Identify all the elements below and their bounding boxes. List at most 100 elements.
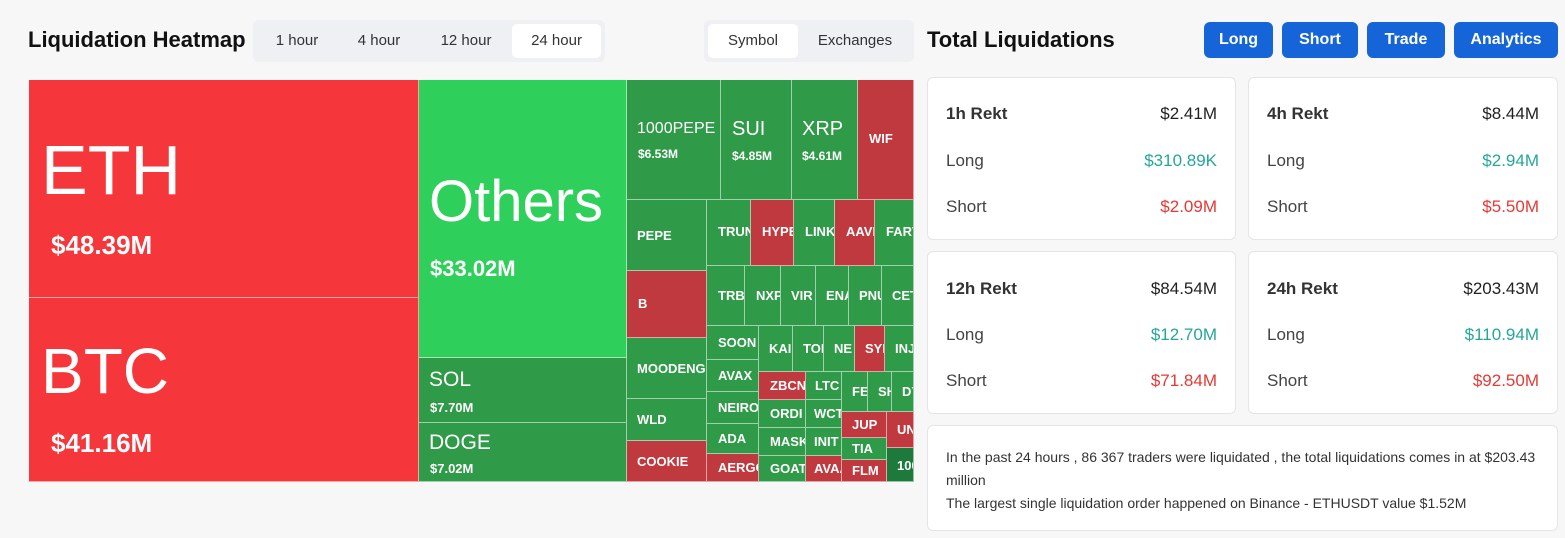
card-total: $203.43M xyxy=(1463,279,1539,298)
tab-12-hour[interactable]: 12 hour xyxy=(440,32,492,49)
heatmap-tile-sui[interactable]: SUI $4.85M xyxy=(721,80,792,200)
tile-name: XRP xyxy=(802,118,844,140)
short-value: $2.09M xyxy=(1160,197,1217,216)
heatmap-tile-ne[interactable]: NE xyxy=(824,326,855,372)
short-button[interactable]: Short xyxy=(1282,22,1358,58)
tab-symbol[interactable]: Symbol xyxy=(708,24,798,58)
heatmap-tile-nxp[interactable]: NXP xyxy=(745,266,781,326)
heatmap-tile-soon[interactable]: SOON xyxy=(707,326,759,360)
heatmap-tile-zbcn[interactable]: ZBCN xyxy=(759,372,806,400)
tile-name: JUP xyxy=(852,417,878,432)
tile-name: AVAX xyxy=(718,368,753,383)
heatmap-tile-dy[interactable]: DY xyxy=(892,372,914,412)
heatmap-tile-ada[interactable]: ADA xyxy=(707,424,759,454)
heatmap-tile-ordi[interactable]: ORDI xyxy=(759,400,806,428)
tab-4-hour[interactable]: 4 hour xyxy=(357,32,401,49)
tile-name: AAVI xyxy=(846,224,875,239)
heatmap-tile-ltc[interactable]: LTC xyxy=(806,372,842,400)
long-button[interactable]: Long xyxy=(1204,22,1273,58)
tile-name: BTC xyxy=(41,335,169,407)
trade-button[interactable]: Trade xyxy=(1367,22,1445,58)
tile-name: TOI xyxy=(803,341,824,356)
heatmap-tile-sh[interactable]: SH xyxy=(868,372,892,412)
heatmap-tile-toi[interactable]: TOI xyxy=(793,326,824,372)
heatmap-tile-wct[interactable]: WCT xyxy=(806,400,842,428)
analytics-button[interactable]: Analytics xyxy=(1454,22,1558,58)
heatmap-tile-moodeng[interactable]: MOODENG xyxy=(627,338,707,399)
heatmap-tile-avax[interactable]: AVAX xyxy=(707,360,759,392)
tile-name: INJ xyxy=(895,341,914,356)
heatmap-tile-kai[interactable]: KAI xyxy=(759,326,793,372)
heatmap-tile-tia[interactable]: TIA xyxy=(842,438,887,460)
tile-name: Others xyxy=(429,169,604,234)
heatmap-tile-cet[interactable]: CET xyxy=(882,266,914,326)
tile-name: NXP xyxy=(756,288,781,303)
heatmap-tile-hype[interactable]: HYPE xyxy=(751,200,794,266)
short-label: Short xyxy=(946,197,987,216)
heatmap-tile-pnu[interactable]: PNU xyxy=(849,266,882,326)
tile-name: HYPE xyxy=(762,224,794,239)
tile-value: $7.02M xyxy=(430,461,474,476)
time-range-tabs: 1 hour 4 hour 12 hour 24 hour xyxy=(253,20,605,62)
tile-name: LTC xyxy=(815,378,840,393)
heatmap-tile-avaa[interactable]: AVAA xyxy=(806,456,842,482)
tile-value: $48.39M xyxy=(51,230,153,260)
short-value: $71.84M xyxy=(1150,371,1217,390)
tile-name: KAI xyxy=(769,341,792,356)
heatmap-tile-syi[interactable]: SYI xyxy=(855,326,885,372)
heatmap-tile-others[interactable]: Others $33.02M xyxy=(419,80,627,358)
tab-exchanges[interactable]: Exchanges xyxy=(817,32,893,49)
heatmap-tile-jup[interactable]: JUP xyxy=(842,412,887,438)
heatmap-tile-aergo[interactable]: AERGO xyxy=(707,454,759,482)
heatmap-tile-trun[interactable]: TRUN xyxy=(707,200,751,266)
heatmap-tile-cookie[interactable]: COOKIE xyxy=(627,441,707,482)
tile-name: SUI xyxy=(732,118,766,140)
heatmap-tile-init[interactable]: INIT xyxy=(806,428,842,456)
heatmap-tile-goat[interactable]: GOAT xyxy=(759,456,806,482)
heatmap-tile-xrp[interactable]: XRP $4.61M xyxy=(792,80,858,200)
heatmap-tile-100[interactable]: 100 xyxy=(887,448,914,482)
tile-name: MOODENG xyxy=(637,361,706,376)
tab-24-hour[interactable]: 24 hour xyxy=(512,24,601,58)
heatmap-tile-trb[interactable]: TRB xyxy=(707,266,745,326)
heatmap-tile-neiro[interactable]: NEIRO xyxy=(707,392,759,424)
tile-name: TRB xyxy=(718,288,745,303)
tab-1-hour[interactable]: 1 hour xyxy=(275,32,319,49)
short-label: Short xyxy=(1267,371,1308,390)
heatmap-tile-inj[interactable]: INJ xyxy=(885,326,914,372)
heatmap-tile-doge[interactable]: DOGE $7.02M xyxy=(419,423,627,482)
heatmap-tile-1000pepe[interactable]: 1000PEPE $6.53M xyxy=(627,80,721,200)
heatmap-tile-pepe[interactable]: PEPE xyxy=(627,200,707,271)
heatmap-tile-un[interactable]: UN xyxy=(887,412,914,448)
card-label: 24h Rekt xyxy=(1267,279,1338,298)
heatmap-tile-ena[interactable]: ENA xyxy=(816,266,849,326)
long-label: Long xyxy=(1267,151,1305,170)
heatmap-tile-btc[interactable]: BTC $41.16M xyxy=(29,298,419,482)
heatmap-tile-eth[interactable]: ETH $48.39M xyxy=(29,80,419,298)
heatmap-tile-sol[interactable]: SOL $7.70M xyxy=(419,358,627,423)
heatmap-tile-flm[interactable]: FLM xyxy=(842,460,887,482)
tile-name: PNU xyxy=(859,288,881,303)
tile-name: WLD xyxy=(637,412,667,427)
tile-name: TIA xyxy=(852,441,873,456)
heatmap-tile-fe[interactable]: FE xyxy=(842,372,868,412)
heatmap-tile-mask[interactable]: MASK xyxy=(759,428,806,456)
short-label: Short xyxy=(946,371,987,390)
summary-line-2: The largest single liquidation order hap… xyxy=(946,495,1467,511)
heatmap-tile-wif[interactable]: WIF xyxy=(858,80,914,200)
heatmap-tile-link[interactable]: LINK xyxy=(794,200,835,266)
heatmap-tile-wld[interactable]: WLD xyxy=(627,399,707,441)
tile-value: $41.16M xyxy=(51,428,153,458)
long-value: $2.94M xyxy=(1482,151,1539,170)
heatmap-tile-b[interactable]: B xyxy=(627,271,707,338)
tile-name: DY xyxy=(902,384,913,399)
tile-name: WCT xyxy=(814,406,842,421)
long-label: Long xyxy=(1267,325,1305,344)
heatmap-tile-vir[interactable]: VIR xyxy=(781,266,816,326)
total-liquidations-title: Total Liquidations xyxy=(927,27,1115,52)
tile-value: $4.85M xyxy=(732,149,773,163)
heatmap-tile-aavi[interactable]: AAVI xyxy=(835,200,875,266)
short-value: $5.50M xyxy=(1482,197,1539,216)
tile-name: VIR xyxy=(791,288,813,303)
